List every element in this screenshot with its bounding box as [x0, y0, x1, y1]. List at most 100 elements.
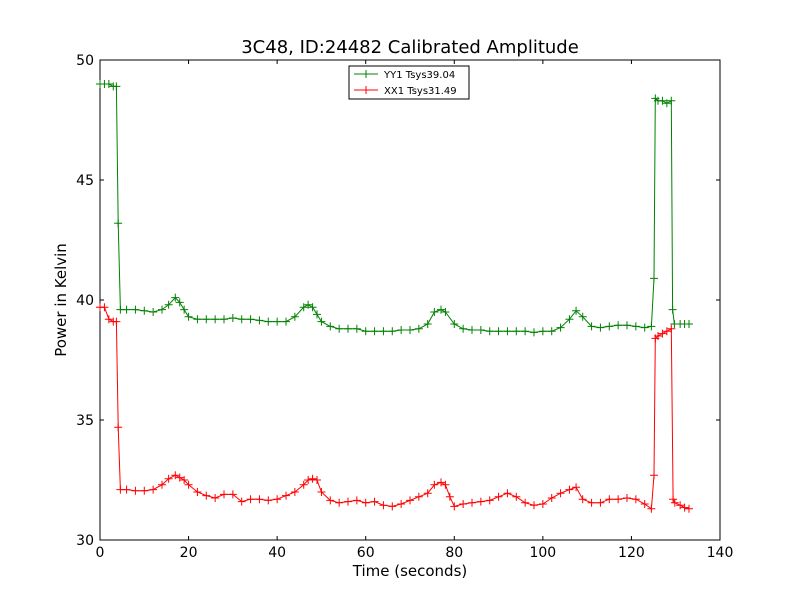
data-point [361, 327, 370, 336]
ticks-layer: 0 20 40 60 80 100 120 140 30 35 40 45 50 [76, 53, 733, 561]
chart-title: 3C48, ID:24482 Calibrated Amplitude [241, 37, 579, 58]
data-point [326, 496, 335, 505]
data-point [605, 495, 614, 504]
y-axis-label: Power in Kelvin [52, 243, 70, 357]
data-point [335, 498, 344, 507]
data-point [658, 329, 667, 338]
y-tick-label: 35 [76, 413, 94, 429]
data-point [397, 500, 406, 508]
data-point [685, 320, 693, 328]
data-point [220, 315, 228, 324]
data-point [450, 502, 459, 511]
data-point [670, 498, 679, 507]
data-point [255, 316, 264, 325]
legend-marker [362, 70, 370, 78]
data-point [667, 96, 676, 105]
data-point [485, 327, 494, 336]
data-point [370, 497, 379, 506]
data-point [437, 478, 445, 487]
data-point [459, 324, 468, 333]
legend-marker [362, 86, 370, 94]
x-tick-label: 40 [268, 545, 286, 561]
data-point [304, 476, 313, 484]
data-point [521, 498, 530, 507]
data-point [530, 328, 538, 337]
data-point [140, 306, 149, 315]
data-point [441, 480, 450, 489]
data-point [308, 474, 317, 483]
y-tick-label: 50 [76, 53, 94, 69]
data-point [468, 498, 476, 507]
legend-label: YY1 Tsys39.04 [383, 70, 455, 81]
data-point [556, 323, 565, 332]
data-point [131, 305, 140, 314]
data-point [647, 322, 656, 331]
data-point [184, 480, 193, 489]
x-tick-label: 60 [357, 545, 375, 561]
data-point [538, 500, 547, 508]
data-point [578, 312, 587, 321]
data-point [654, 332, 662, 340]
data-point [650, 274, 659, 283]
data-point [650, 471, 659, 480]
data-point [100, 303, 109, 312]
data-point [228, 314, 237, 322]
x-tick-label: 100 [529, 545, 556, 561]
data-point [255, 495, 264, 504]
data-point [587, 322, 596, 331]
data-point [503, 327, 512, 336]
data-point [104, 315, 113, 324]
x-tick-label: 80 [445, 545, 463, 561]
data-point [317, 317, 326, 326]
data-point [304, 300, 313, 309]
data-point [352, 496, 361, 505]
data-point [202, 491, 211, 500]
data-point [494, 492, 503, 501]
data-point [299, 480, 308, 489]
data-point [445, 492, 454, 501]
data-point [503, 489, 512, 498]
data-point [565, 485, 574, 494]
legend-entry: YY1 Tsys39.04 [354, 70, 455, 81]
data-point [547, 327, 556, 336]
data-point [246, 495, 255, 504]
data-point [430, 480, 439, 489]
data-point [668, 305, 677, 314]
data-point [171, 471, 180, 480]
data-point [158, 480, 166, 489]
y-tick-label: 40 [76, 293, 94, 309]
data-point [158, 305, 166, 314]
data-point [264, 317, 273, 326]
data-point [313, 310, 321, 319]
data-point [640, 323, 649, 332]
data-point [202, 315, 211, 324]
data-point [290, 488, 299, 496]
x-axis-label: Time (seconds) [352, 562, 468, 580]
plot-area [99, 59, 721, 541]
data-point [282, 491, 290, 500]
data-point [114, 423, 123, 432]
data-point [273, 495, 282, 504]
legend-box [348, 65, 470, 100]
data-point [370, 327, 379, 336]
data-point [565, 315, 574, 324]
data-point [149, 485, 158, 494]
data-point [379, 501, 388, 510]
y-tick-label: 45 [76, 173, 94, 189]
data-point [264, 496, 273, 505]
data-point [388, 502, 397, 511]
data-point [282, 317, 290, 326]
data-point [587, 498, 596, 507]
data-point [494, 327, 503, 336]
x-tick-label: 0 [96, 545, 105, 561]
data-point [180, 305, 189, 314]
data-point [175, 298, 184, 307]
data-point [180, 476, 189, 484]
y-tick-label: 30 [76, 533, 94, 549]
data-point [299, 303, 308, 312]
data-point [662, 327, 671, 336]
data-point [512, 492, 521, 501]
series-1 [96, 80, 693, 337]
data-point [450, 320, 459, 328]
data-point [423, 489, 432, 498]
